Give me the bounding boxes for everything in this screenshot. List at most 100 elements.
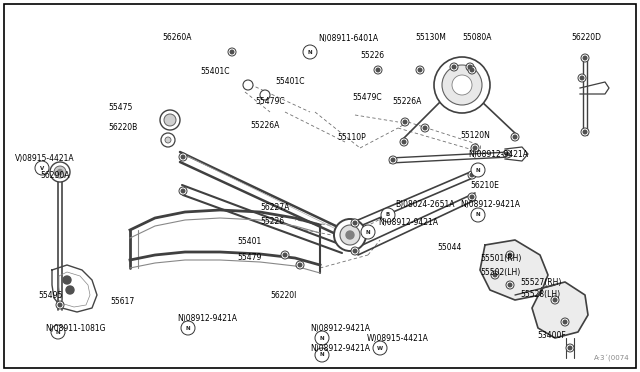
Circle shape xyxy=(452,65,456,69)
Circle shape xyxy=(468,65,472,69)
Circle shape xyxy=(400,138,408,146)
Text: 55479C: 55479C xyxy=(352,93,381,103)
Circle shape xyxy=(416,66,424,74)
Text: V)08915-4421A: V)08915-4421A xyxy=(15,154,75,163)
Text: N: N xyxy=(308,49,312,55)
Circle shape xyxy=(179,153,187,161)
Text: 55226A: 55226A xyxy=(392,97,421,106)
Circle shape xyxy=(54,166,66,178)
Circle shape xyxy=(306,48,314,56)
Text: 55479C: 55479C xyxy=(255,97,285,106)
Circle shape xyxy=(491,271,499,279)
Circle shape xyxy=(389,156,397,164)
Text: V: V xyxy=(40,166,44,170)
Text: 55495: 55495 xyxy=(38,291,62,299)
Circle shape xyxy=(561,318,569,326)
Circle shape xyxy=(468,193,476,201)
Circle shape xyxy=(468,66,476,74)
Circle shape xyxy=(508,253,512,257)
Text: 55080A: 55080A xyxy=(462,33,492,42)
Circle shape xyxy=(506,281,514,289)
Circle shape xyxy=(353,221,357,225)
Circle shape xyxy=(470,173,474,177)
Text: 55528(LH): 55528(LH) xyxy=(520,291,560,299)
Text: N)08912-9421A: N)08912-9421A xyxy=(310,324,370,333)
Circle shape xyxy=(581,54,589,62)
Circle shape xyxy=(506,251,514,259)
Circle shape xyxy=(471,163,485,177)
Circle shape xyxy=(58,170,63,174)
Circle shape xyxy=(403,120,407,124)
Text: 55475: 55475 xyxy=(108,103,132,112)
Circle shape xyxy=(315,331,329,345)
Circle shape xyxy=(181,189,185,193)
Circle shape xyxy=(513,135,517,139)
Circle shape xyxy=(165,137,171,143)
Circle shape xyxy=(470,195,474,199)
Text: N: N xyxy=(320,336,324,340)
Circle shape xyxy=(260,90,270,100)
Circle shape xyxy=(281,251,289,259)
Text: B: B xyxy=(386,212,390,218)
Circle shape xyxy=(468,171,476,179)
Circle shape xyxy=(473,146,477,150)
Text: 55226: 55226 xyxy=(260,218,284,227)
Circle shape xyxy=(228,48,236,56)
Circle shape xyxy=(315,348,329,362)
Circle shape xyxy=(583,130,587,134)
Circle shape xyxy=(164,114,176,126)
Circle shape xyxy=(450,63,458,71)
Polygon shape xyxy=(480,240,548,300)
Text: 55401C: 55401C xyxy=(200,67,230,77)
Text: 53400F: 53400F xyxy=(537,330,566,340)
Circle shape xyxy=(505,152,509,156)
Circle shape xyxy=(160,110,180,130)
Circle shape xyxy=(563,320,567,324)
Circle shape xyxy=(51,325,65,339)
Circle shape xyxy=(351,219,359,227)
Circle shape xyxy=(374,66,382,74)
Text: 56260A: 56260A xyxy=(162,33,191,42)
Circle shape xyxy=(583,56,587,60)
Circle shape xyxy=(340,225,360,245)
Circle shape xyxy=(401,118,409,126)
Circle shape xyxy=(471,144,479,152)
Circle shape xyxy=(334,219,366,251)
Text: 55130M: 55130M xyxy=(415,33,446,42)
Circle shape xyxy=(181,321,195,335)
Text: N)08912-9421A: N)08912-9421A xyxy=(460,201,520,209)
Circle shape xyxy=(418,68,422,72)
Circle shape xyxy=(373,341,387,355)
Text: N)08911-1081G: N)08911-1081G xyxy=(45,324,106,333)
Circle shape xyxy=(308,50,312,54)
Circle shape xyxy=(511,133,519,141)
Text: N: N xyxy=(186,326,190,330)
Circle shape xyxy=(161,133,175,147)
Circle shape xyxy=(66,286,74,294)
Text: N: N xyxy=(320,353,324,357)
Circle shape xyxy=(353,249,357,253)
Text: W: W xyxy=(377,346,383,350)
Circle shape xyxy=(50,162,70,182)
Circle shape xyxy=(361,225,375,239)
Text: 55401C: 55401C xyxy=(275,77,305,87)
Circle shape xyxy=(580,76,584,80)
Circle shape xyxy=(566,344,574,352)
Circle shape xyxy=(35,161,49,175)
Circle shape xyxy=(503,150,511,158)
Text: N)08912-9421A: N)08912-9421A xyxy=(310,343,370,353)
Text: A·3´(0074: A·3´(0074 xyxy=(595,355,630,362)
Text: 55044: 55044 xyxy=(437,244,461,253)
Text: 56227A: 56227A xyxy=(260,203,289,212)
Text: 55110P: 55110P xyxy=(337,134,365,142)
Circle shape xyxy=(179,187,187,195)
Text: N: N xyxy=(476,212,480,218)
Circle shape xyxy=(508,283,512,287)
Text: N)08911-6401A: N)08911-6401A xyxy=(318,33,378,42)
Text: 56210E: 56210E xyxy=(470,180,499,189)
Circle shape xyxy=(283,253,287,257)
Circle shape xyxy=(303,45,317,59)
Text: 55226A: 55226A xyxy=(250,121,280,129)
Text: 56290A: 56290A xyxy=(40,170,70,180)
Text: 55226: 55226 xyxy=(360,51,384,60)
